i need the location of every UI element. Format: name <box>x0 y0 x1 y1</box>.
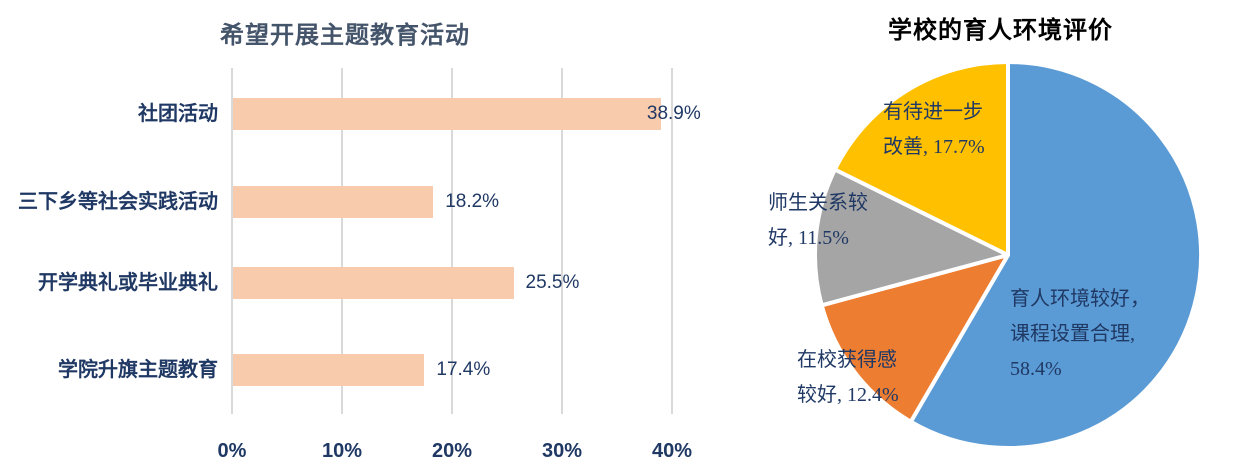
pie-label-line: 58.4% <box>1010 358 1062 380</box>
bar-value-label: 38.9% <box>646 103 701 124</box>
x-axis-tick-label: 30% <box>541 440 583 462</box>
pie-label-line: 课程设置合理, <box>1010 323 1135 345</box>
bar-category-label: 三下乡等社会实践活动 <box>18 191 218 213</box>
x-axis-tick-label: 10% <box>321 440 363 462</box>
pie-svg <box>813 60 1203 450</box>
bar-chart: 希望开展主题教育活动 社团活动 三下乡等社会实践活动 开学典礼或毕业典礼 学院升… <box>18 22 701 462</box>
pie-chart-title: 学校的育人环境评价 <box>888 17 1113 44</box>
gridline-0pct <box>231 68 233 414</box>
bar-category-label: 学院升旗主题教育 <box>58 359 218 381</box>
pie-label-line: 改善, 17.7% <box>883 136 985 158</box>
pie-label-line: 育人环境较好， <box>1010 288 1150 310</box>
bar-segment <box>233 267 514 299</box>
bar-chart-title: 希望开展主题教育活动 <box>220 22 470 49</box>
pie-label-environment: 育人环境较好， 课程设置合理, 58.4% <box>1010 282 1150 387</box>
bar-category-label: 开学典礼或毕业典礼 <box>38 272 218 294</box>
x-axis-tick-label: 20% <box>431 440 473 462</box>
gridline-30pct <box>561 68 563 414</box>
bar-value-label: 18.2% <box>445 191 500 212</box>
bar-value-label: 17.4% <box>436 359 491 380</box>
pie-label-line: 有待进一步 <box>883 101 983 123</box>
pie-slice-2 <box>813 167 1010 308</box>
pie-slice-3 <box>832 60 1010 257</box>
bar-segment <box>233 186 434 218</box>
gridline-10pct <box>341 68 343 414</box>
gridline-20pct <box>451 68 453 414</box>
pie-label-teacher-student: 师生关系较 好, 11.5% <box>768 186 868 256</box>
x-axis-tick-label: 0% <box>217 440 247 462</box>
bar-category-label: 社团活动 <box>138 103 218 125</box>
pie-slice-0 <box>908 60 1203 450</box>
pie-slice-1 <box>819 253 1010 424</box>
pie-label-line: 好, 11.5% <box>768 227 849 249</box>
pie-label-line: 师生关系较 <box>768 192 868 214</box>
pie-label-line: 较好, 12.4% <box>797 384 899 406</box>
x-axis-tick-label: 40% <box>651 440 693 462</box>
gridline-40pct <box>671 68 673 414</box>
bar-segment <box>233 354 425 386</box>
pie-chart: 学校的育人环境评价 有待进一步 改善, 17.7% 师生关系较 好, 11.5%… <box>742 0 1259 475</box>
pie-label-improvement: 有待进一步 改善, 17.7% <box>883 95 985 165</box>
pie-label-sense-of-gain: 在校获得感 较好, 12.4% <box>797 343 899 413</box>
pie-label-line: 在校获得感 <box>797 349 897 371</box>
bar-value-label: 25.5% <box>525 272 580 293</box>
bar-segment <box>233 98 661 130</box>
